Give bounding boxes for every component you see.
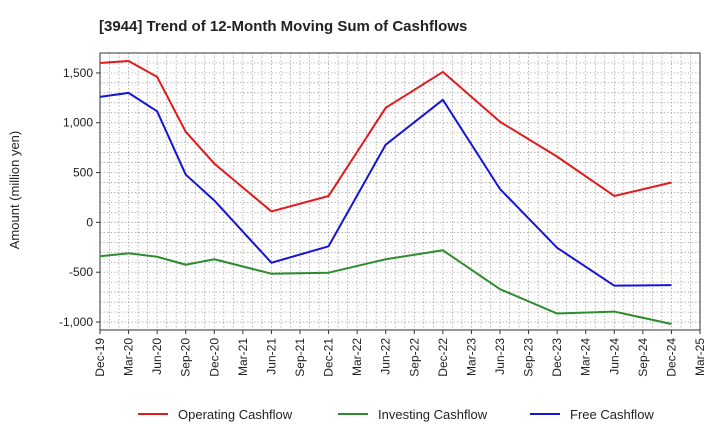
grid-lines	[99, 52, 701, 331]
x-tick-label: Mar-22	[350, 338, 364, 376]
x-tick-label: Dec-20	[207, 338, 221, 377]
legend-label: Free Cashflow	[570, 407, 654, 422]
plot-background	[100, 53, 700, 330]
x-tick-label: Dec-24	[664, 338, 678, 377]
x-tick-label: Dec-19	[93, 338, 107, 377]
x-tick-label: Mar-21	[236, 338, 250, 376]
series-line-operating-cashflow	[99, 59, 672, 213]
chart-title: [3944] Trend of 12-Month Moving Sum of C…	[99, 18, 467, 35]
series-lines	[99, 59, 672, 325]
y-tick-label: -1,000	[59, 315, 93, 329]
x-tick-label: Sep-23	[522, 338, 536, 377]
legend-label: Investing Cashflow	[378, 407, 488, 422]
x-tick-label: Mar-23	[464, 338, 478, 376]
legend-label: Operating Cashflow	[178, 407, 293, 422]
y-tick-label: -500	[69, 265, 93, 279]
y-tick-label: 500	[73, 166, 93, 180]
x-tick-label: Mar-20	[122, 338, 136, 376]
y-axis-label: Amount (million yen)	[7, 131, 22, 250]
x-tick-label: Sep-22	[407, 338, 421, 377]
plot-area	[100, 53, 700, 330]
x-tick-label: Jun-23	[493, 338, 507, 375]
x-tick-label: Jun-22	[379, 338, 393, 375]
x-tick-label: Jun-24	[607, 338, 621, 375]
y-axis-ticks: -1,000 -500 0 500 1,000 1,500	[59, 66, 100, 329]
x-tick-label: Sep-20	[179, 338, 193, 377]
x-tick-label: Jun-21	[264, 338, 278, 375]
x-tick-label: Dec-22	[436, 338, 450, 377]
x-tick-label: Mar-25	[693, 338, 707, 376]
x-tick-label: Sep-24	[636, 338, 650, 377]
legend: Operating Cashflow Investing Cashflow Free…	[138, 407, 654, 422]
x-tick-label: Dec-21	[322, 338, 336, 377]
series-line-free-cashflow	[99, 91, 672, 287]
y-tick-label: 0	[86, 215, 93, 229]
x-tick-label: Dec-23	[550, 338, 564, 377]
series-line-investing-cashflow	[99, 249, 672, 325]
y-tick-label: 1,000	[63, 116, 93, 130]
x-tick-label: Jun-20	[150, 338, 164, 375]
x-axis-ticks: Dec-19 Mar-20 Jun-20 Sep-20 Dec-20 Mar-21 Jun-…	[93, 330, 707, 377]
plot-frame	[99, 52, 701, 331]
y-tick-label: 1,500	[63, 66, 93, 80]
x-tick-label: Mar-24	[579, 338, 593, 376]
x-tick-label: Sep-21	[293, 338, 307, 377]
